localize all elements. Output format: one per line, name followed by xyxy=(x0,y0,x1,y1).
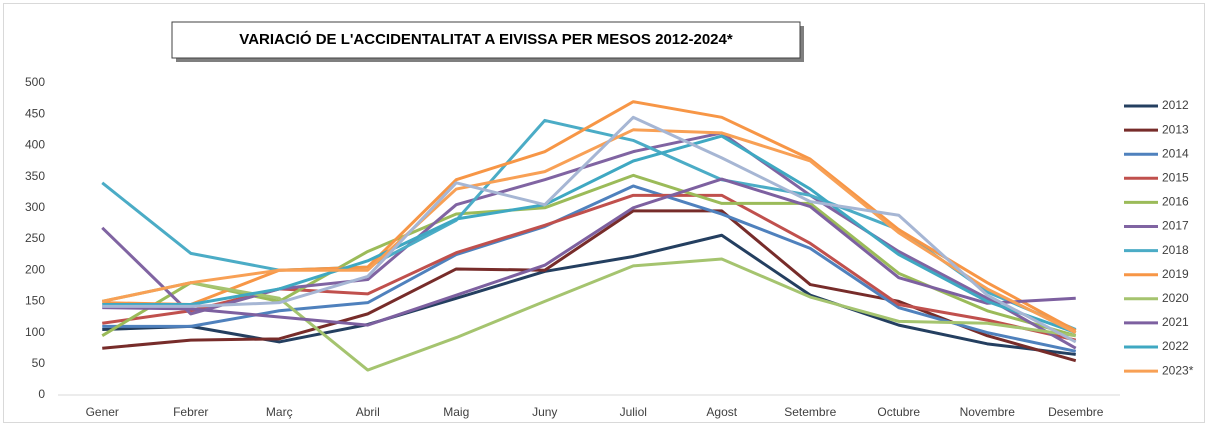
chart-title: VARIACIÓ DE L'ACCIDENTALITAT A EIVISSA P… xyxy=(239,30,733,48)
x-tick-label: Octubre xyxy=(877,405,920,419)
legend-label: 2014 xyxy=(1162,146,1189,160)
series-line xyxy=(102,177,1076,327)
y-tick-label: 250 xyxy=(25,231,45,245)
legend-label: 2022 xyxy=(1162,339,1189,353)
y-tick-label: 450 xyxy=(25,106,45,120)
y-tick-label: 0 xyxy=(38,387,45,401)
x-tick-label: Setembre xyxy=(784,405,836,419)
y-tick-label: 500 xyxy=(25,75,45,89)
title-box xyxy=(171,21,801,59)
y-tick-label: 350 xyxy=(25,169,45,183)
legend-label: 2013 xyxy=(1162,122,1189,136)
x-tick-label: Desembre xyxy=(1048,405,1104,419)
legend-label: 2019 xyxy=(1162,267,1189,281)
series-line xyxy=(101,173,1077,338)
y-tick-label: 150 xyxy=(25,294,45,308)
x-tick-label: Juliol xyxy=(620,405,647,419)
series-line xyxy=(101,131,1077,350)
y-tick-label: 200 xyxy=(25,262,45,276)
series-line xyxy=(102,134,1077,335)
y-tick-label: 100 xyxy=(25,325,45,339)
y-tick-label: 50 xyxy=(32,356,46,370)
x-tick-label: Agost xyxy=(706,405,737,419)
legend-label: 2023* xyxy=(1162,363,1194,377)
x-tick-label: Febrer xyxy=(173,405,208,419)
x-tick-label: Març xyxy=(266,405,293,419)
legend-label: 2012 xyxy=(1162,98,1189,112)
chart-frame xyxy=(3,3,1205,423)
series-line xyxy=(102,115,1077,344)
legend-label: 2016 xyxy=(1162,195,1189,209)
legend-label: 2017 xyxy=(1162,219,1189,233)
legend-label: 2020 xyxy=(1162,291,1189,305)
x-tick-label: Abril xyxy=(356,405,380,419)
x-tick-label: Novembre xyxy=(960,405,1016,419)
legend-label: 2021 xyxy=(1162,315,1189,329)
series-line xyxy=(102,100,1077,333)
legend-label: 2018 xyxy=(1162,243,1189,257)
series-line xyxy=(101,128,1077,334)
x-tick-label: Maig xyxy=(443,405,469,419)
series-line xyxy=(102,184,1077,353)
x-tick-label: Gener xyxy=(86,405,119,419)
y-tick-label: 400 xyxy=(25,138,45,152)
x-tick-label: Juny xyxy=(532,405,557,419)
y-tick-label: 300 xyxy=(25,200,45,214)
series-line xyxy=(101,257,1076,372)
legend-label: 2015 xyxy=(1162,170,1189,184)
